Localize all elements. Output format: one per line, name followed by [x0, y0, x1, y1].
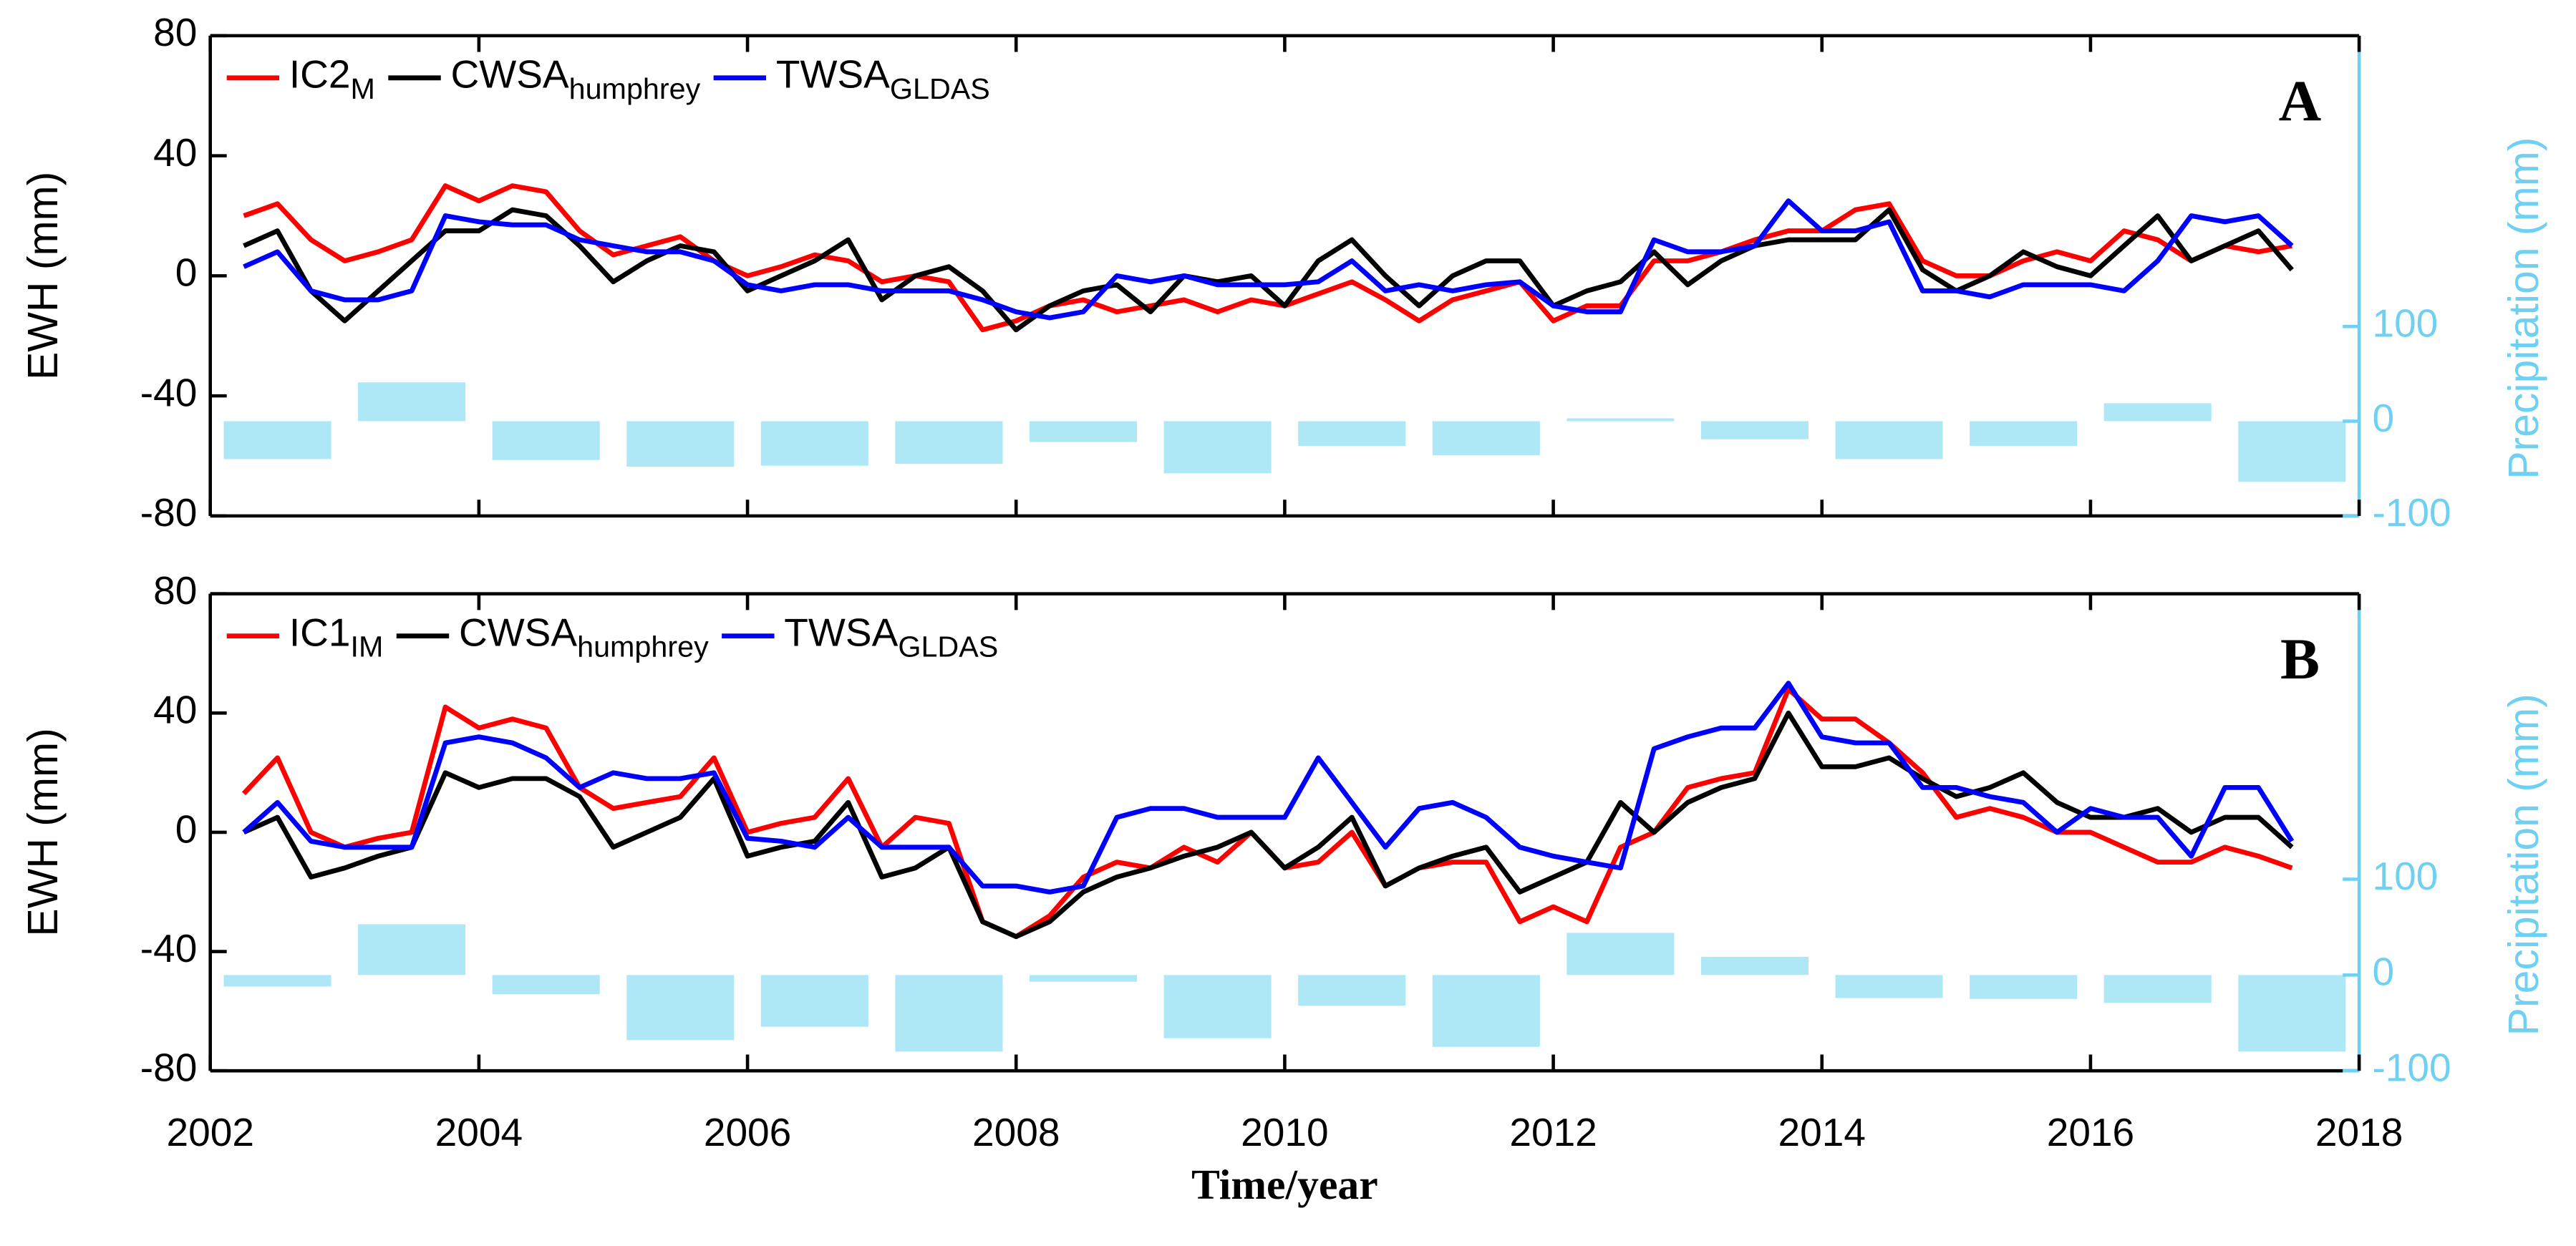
x-tick-label: 2014 — [1778, 1111, 1866, 1155]
x-tick-label: 2008 — [972, 1111, 1060, 1155]
y2-tick-label: 100 — [2372, 301, 2438, 346]
bar — [1970, 421, 2078, 446]
bar — [1029, 421, 1138, 442]
bar — [1700, 956, 1809, 975]
bar — [1432, 975, 1540, 1047]
x-tick-label: 2002 — [166, 1111, 253, 1155]
bar — [760, 421, 868, 466]
bar — [1298, 975, 1406, 1006]
bar — [2103, 403, 2212, 422]
series-line — [243, 710, 2294, 940]
bar — [1567, 418, 1675, 422]
legend-subscript: humphrey — [577, 631, 709, 663]
y-axis-label: EWH (mm) — [19, 728, 67, 936]
y2-tick-label: 0 — [2372, 396, 2394, 440]
legend-label: CWSAhumphrey — [450, 52, 700, 104]
bar — [1432, 421, 1540, 456]
x-tick-label: 2010 — [1241, 1111, 1328, 1155]
x-tick-label: 2012 — [1509, 1111, 1597, 1155]
series-line — [242, 681, 2295, 895]
legend-name: CWSA — [450, 52, 569, 97]
series-line — [242, 686, 2293, 940]
legend-label: TWSAGLDAS — [776, 52, 990, 104]
series-line — [243, 207, 2294, 333]
bar — [1835, 421, 1943, 459]
bar — [1970, 975, 2078, 999]
x-tick-label: 2004 — [435, 1111, 523, 1155]
y-tick-label: -40 — [140, 371, 198, 415]
y-tick-label: -40 — [140, 926, 198, 970]
bar — [2238, 975, 2346, 1052]
x-tick-label: 2006 — [704, 1111, 791, 1155]
y-tick-label: 40 — [153, 130, 197, 175]
bar — [895, 975, 1003, 1052]
legend-subscript: GLDAS — [890, 72, 990, 105]
legend-subscript: M — [351, 72, 375, 105]
bar — [492, 421, 600, 460]
bar — [1163, 421, 1272, 474]
y2-tick-label: -100 — [2372, 491, 2451, 535]
legend-subscript: GLDAS — [898, 631, 998, 663]
y-tick-label: 40 — [153, 688, 197, 732]
bar — [895, 421, 1003, 464]
bar — [2103, 975, 2212, 1003]
series-line — [243, 183, 2292, 333]
panel-label: A — [2279, 69, 2322, 133]
y2-axis-label: Precipitation (mm) — [2499, 693, 2547, 1036]
y-tick-label: 0 — [175, 250, 198, 295]
x-tick-label: 2016 — [2047, 1111, 2134, 1155]
x-axis-label: Time/year — [1191, 1162, 1378, 1209]
bar — [2238, 421, 2346, 482]
bar — [1163, 975, 1272, 1038]
bar — [223, 975, 331, 987]
legend-name: IC2 — [289, 52, 351, 97]
legend-label: TWSAGLDAS — [784, 610, 998, 663]
y-tick-label: 80 — [153, 11, 197, 55]
bar — [358, 924, 466, 975]
y-tick-label: 0 — [175, 807, 198, 852]
bar — [1700, 421, 1809, 439]
legend-name: IC1 — [289, 610, 351, 655]
bar — [492, 975, 600, 995]
legend-subscript: IM — [351, 631, 384, 663]
bar — [626, 421, 735, 467]
y-axis-label: EWH (mm) — [19, 172, 67, 380]
bar — [626, 975, 735, 1041]
series-line — [243, 198, 2294, 321]
y2-tick-label: 100 — [2372, 854, 2438, 898]
legend-label: IC1IM — [289, 610, 384, 663]
legend-name: CWSA — [459, 610, 578, 655]
y-tick-label: -80 — [140, 1046, 198, 1090]
legend-name: TWSA — [784, 610, 899, 655]
legend-label: IC2M — [289, 52, 375, 104]
bar — [1029, 975, 1138, 982]
legend-subscript: humphrey — [569, 72, 701, 105]
y-tick-label: 80 — [153, 568, 197, 613]
bar — [1835, 975, 1943, 998]
y2-tick-label: -100 — [2372, 1046, 2451, 1090]
x-tick-label: 2018 — [2315, 1111, 2403, 1155]
y2-axis-label: Precipitation (mm) — [2499, 137, 2547, 480]
panel-label: B — [2280, 627, 2320, 691]
bar — [1567, 933, 1675, 975]
y-tick-label: -80 — [140, 491, 198, 535]
bar — [223, 421, 331, 459]
legend-name: TWSA — [776, 52, 891, 97]
y2-tick-label: 0 — [2372, 950, 2394, 994]
bar — [760, 975, 868, 1027]
bar — [1298, 421, 1406, 446]
bar — [358, 382, 466, 422]
legend-label: CWSAhumphrey — [459, 610, 709, 663]
